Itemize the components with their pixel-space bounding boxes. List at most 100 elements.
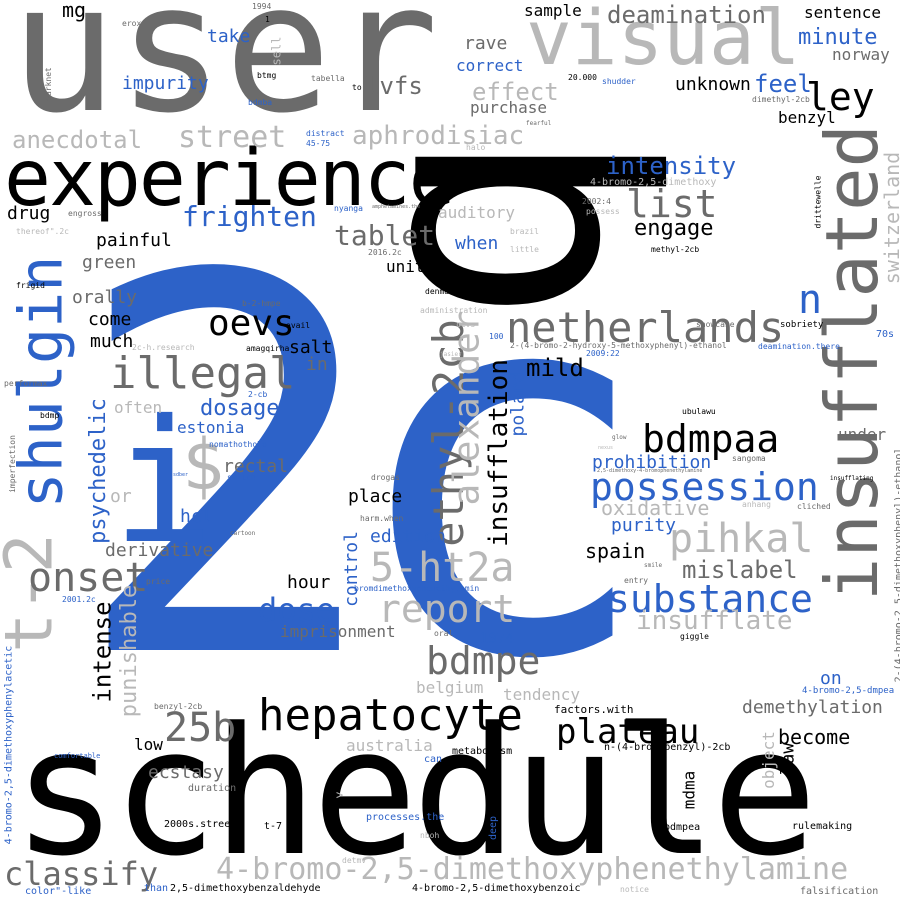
word-avail: avail [286, 322, 310, 330]
word-nexus: nexus [598, 446, 613, 451]
word-100: 100 [489, 333, 503, 341]
word-little: little [510, 246, 539, 254]
word-unknown: unknown [675, 76, 751, 94]
word-deep: deep [489, 816, 499, 840]
word-metabolism: metabolism [452, 747, 512, 757]
word-20-000: 20.000 [568, 74, 597, 82]
word-factors-with: factors.with [554, 704, 633, 715]
word-processes-the: processes.the [366, 813, 444, 823]
word-estonia: estonia [177, 420, 244, 436]
word-sell: sell [270, 37, 282, 66]
word-glow: glow [612, 435, 626, 441]
word-denmark: denmark [425, 288, 459, 296]
word-4-bromo-2-5-dimethoxyphenylacetic: 4-bromo-2,5-dimethoxyphenylacetic [4, 646, 14, 845]
word-2-5-dimethoxybenzaldehyde: 2,5-dimethoxybenzaldehyde [170, 884, 321, 894]
word-place: place [348, 488, 402, 506]
word-1994: 1994 [252, 3, 271, 11]
word-frighten: frighten [182, 203, 317, 231]
word-drug: drug [7, 205, 50, 223]
word-rave: rave [464, 35, 507, 53]
word-engage: engage [634, 218, 713, 240]
word-insufflated: insufflated [816, 181, 888, 601]
word-aphrodisiac: aphrodisiac [352, 123, 524, 149]
word-amagqirha: amagqirha [246, 345, 289, 353]
word-anecdotal: anecdotal [12, 128, 142, 152]
word-law: law [779, 743, 797, 776]
word-bromdimethoxyphenethylamin: bromdimethoxyphenethylamin [354, 585, 479, 593]
word-falsification: falsification [800, 887, 878, 897]
word-psychedelic: psychedelic [88, 398, 110, 544]
word-cliched: cliched [797, 503, 831, 511]
word-btmg: btmg [257, 72, 276, 80]
word-derivative: derivative [105, 542, 213, 560]
word-sdber: sdber [173, 473, 188, 478]
word-intense: intense [91, 601, 115, 702]
word-duration: duration [188, 784, 236, 794]
word-sangoma: sangoma [732, 455, 766, 463]
word-1974: 1974 [480, 632, 514, 646]
word-green: green [82, 254, 136, 272]
word-frigid: frigid [16, 282, 45, 290]
word-insufflate: insufflate [636, 608, 793, 634]
word-pihkal: pihkal [669, 519, 814, 559]
word-color-like: color"-like [25, 887, 91, 897]
word-notice: notice [620, 886, 649, 894]
word-often: often [114, 400, 162, 416]
word-tablet: tablet [334, 222, 435, 250]
word-n: n [798, 280, 822, 320]
word-methyl-2cb: methyl-2cb [651, 246, 699, 254]
word-orally: orally [72, 289, 137, 307]
word-correct: correct [456, 58, 523, 74]
word-drogas: drogas [371, 474, 400, 482]
word-dosage: dosage [200, 398, 279, 420]
word-25b: 25b [164, 708, 236, 748]
word-showcase: showcase [696, 321, 735, 329]
word-entry: entry [624, 577, 648, 585]
word-to: to [352, 84, 362, 92]
word-bdmpea: bdmpea [664, 823, 700, 833]
word-4-bromo-2-5-dimethoxyphenethylamine: 4-bromo-2,5-dimethoxyphenethylamine [216, 855, 848, 885]
word-shudder: shudder [602, 78, 636, 86]
word-engross: engross [68, 210, 102, 218]
word-hour: hour [287, 574, 330, 592]
word-45-75: 45-75 [306, 140, 330, 148]
word-belgium: belgium [416, 680, 483, 696]
word-benzyl: benzyl [778, 110, 836, 126]
word-spain: spain [585, 541, 645, 561]
word-2000s-street: 2000s.street [164, 820, 236, 830]
word-australia: australia [346, 738, 433, 754]
word-nboh: nboh [420, 832, 439, 840]
word-benzyl-2cb: benzyl-2cb [154, 703, 202, 711]
word-70s: 70s [876, 330, 894, 340]
word-bdmpe: bdmpe [426, 642, 540, 680]
word-hcl: hcl [180, 508, 213, 526]
word-2001-2c: 2001.2c [62, 596, 96, 604]
word-ubulawu: ubulawu [682, 408, 716, 416]
word-detmv: detmv [342, 857, 366, 865]
word-low: low [134, 737, 163, 753]
word-1: 1 [265, 16, 270, 24]
word-in: in [306, 356, 328, 374]
word-imperfection: imperfection [9, 435, 17, 493]
word-under: under [838, 427, 886, 443]
word-b-2-hmpe: b-2-hmpe [242, 300, 281, 308]
word-painful: painful [96, 232, 172, 250]
word-drittewelle: drittewelle [814, 176, 822, 229]
word-or: or [110, 488, 132, 506]
word-purchase: purchase [470, 100, 547, 116]
word-2-cb: 2-cb [248, 391, 267, 399]
word-alexander: alexander [450, 310, 486, 505]
word-smile: smile [644, 563, 662, 569]
word-n-4-bromobenzyl-2cb: n-(4-bromobenzyl)-2cb [604, 743, 730, 753]
word-purity: purity [611, 517, 676, 535]
word-halo: halo [466, 144, 485, 152]
word-switch: switch [227, 474, 256, 482]
word-administration: administration [420, 307, 487, 315]
word-hepatocyte: hepatocyte [258, 694, 523, 738]
word-comfortable: comfortable [54, 753, 100, 760]
word-feel: feel [754, 72, 812, 96]
word-nomathotholo: nomathotholo [209, 441, 267, 449]
word-2016-2c: 2016.2c [368, 249, 402, 257]
word-control: control [343, 531, 361, 607]
